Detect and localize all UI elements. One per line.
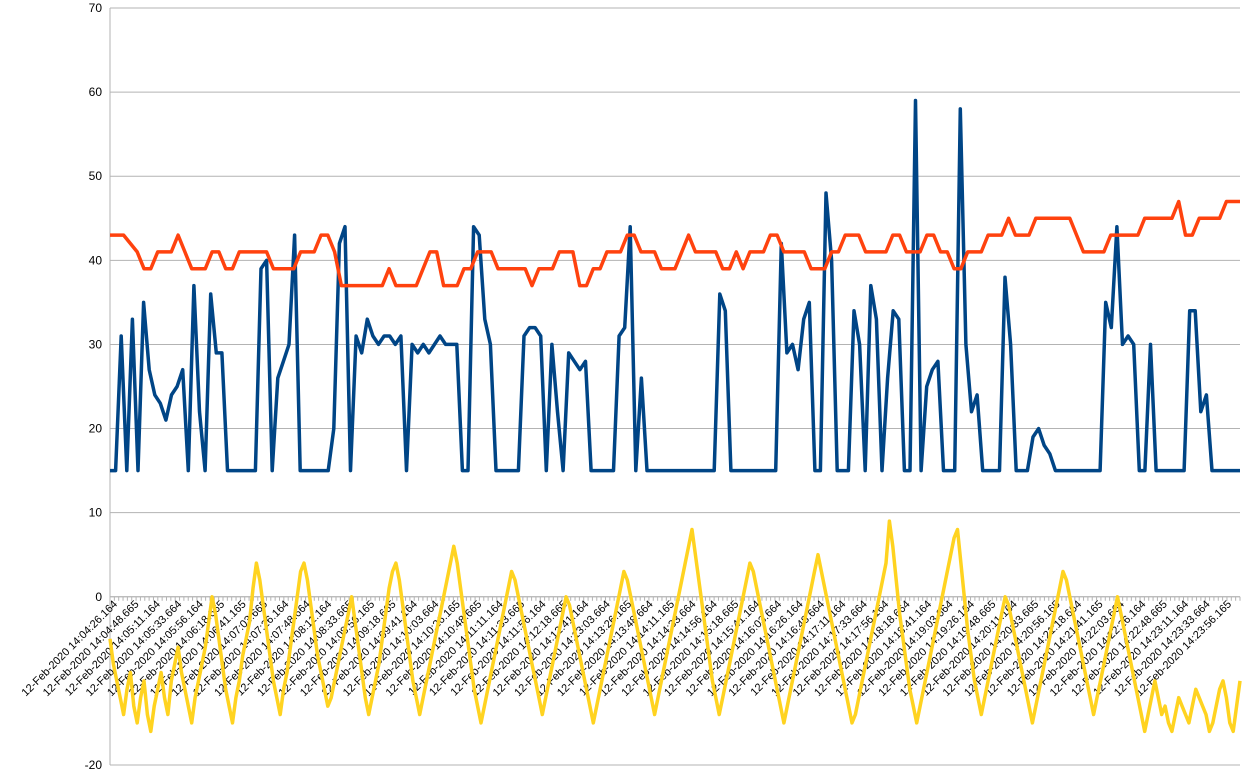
y-tick-label: 40 xyxy=(89,253,103,267)
y-tick-label: -20 xyxy=(85,758,103,772)
y-tick-label: 50 xyxy=(89,169,103,183)
y-tick-label: 70 xyxy=(89,1,103,15)
y-tick-label: 30 xyxy=(89,337,103,351)
series-lines xyxy=(108,98,1242,734)
series-1-line xyxy=(110,98,1240,473)
y-tick-label: 20 xyxy=(89,422,103,436)
y-tick-label: 10 xyxy=(89,506,103,520)
series-2-line xyxy=(110,199,1240,288)
y-tick-label: 60 xyxy=(89,85,103,99)
series-3-line xyxy=(108,519,1242,734)
y-axis: 70 60 50 40 30 20 10 0 -20 xyxy=(85,1,111,772)
y-tick-label: 0 xyxy=(95,590,102,604)
